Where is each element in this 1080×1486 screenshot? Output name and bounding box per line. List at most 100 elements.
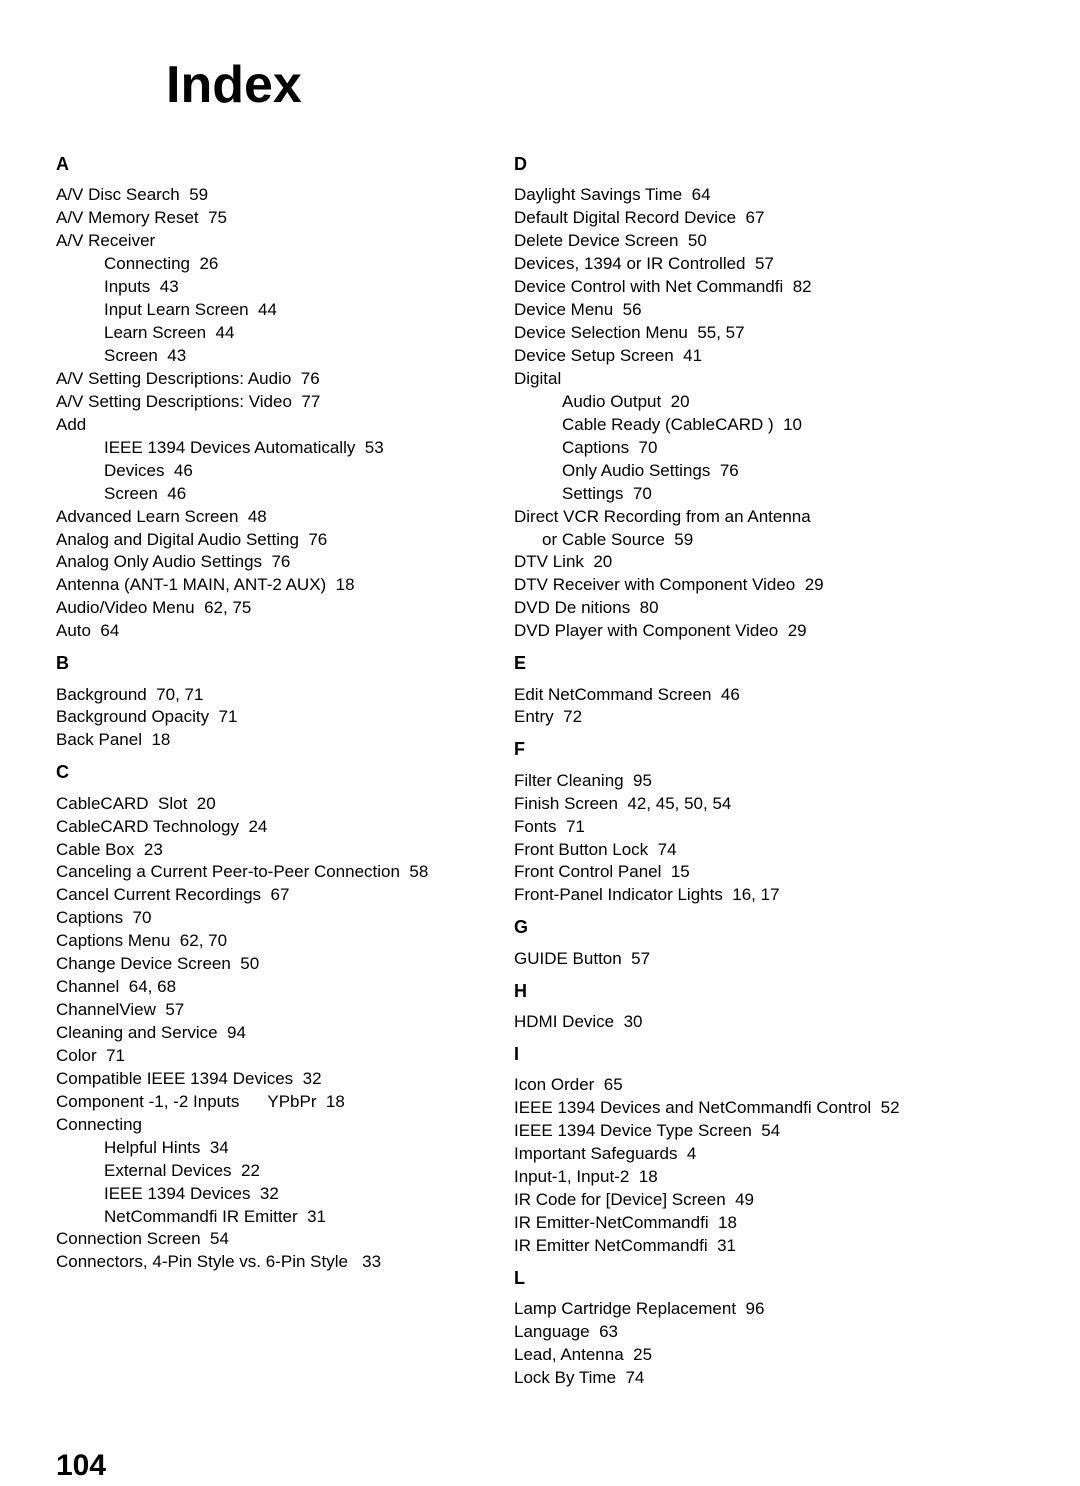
- index-entry: Devices 46: [104, 460, 486, 483]
- entries: Edit NetCommand Screen 46Entry 72: [514, 684, 944, 730]
- index-entry: Default Digital Record Device 67: [514, 207, 944, 230]
- page-number: 104: [56, 1446, 1024, 1486]
- index-entry: A/V Setting Descriptions: Video 77: [56, 391, 486, 414]
- index-entry: IR Code for [Device] Screen 49: [514, 1189, 944, 1212]
- index-entry: Entry 72: [514, 706, 944, 729]
- section-letter: B: [56, 651, 486, 675]
- entries: HDMI Device 30: [514, 1011, 944, 1034]
- index-entry: IEEE 1394 Device Type Screen 54: [514, 1120, 944, 1143]
- section-letter: I: [514, 1042, 944, 1066]
- index-entry: IR Emitter NetCommandﬁ 31: [514, 1235, 944, 1258]
- index-entry: Finish Screen 42, 45, 50, 54: [514, 793, 944, 816]
- index-entry: Input-1, Input-2 18: [514, 1166, 944, 1189]
- index-entry: Advanced Learn Screen 48: [56, 506, 486, 529]
- index-entry: Connection Screen 54: [56, 1228, 486, 1251]
- entries: Filter Cleaning 95Finish Screen 42, 45, …: [514, 770, 944, 908]
- index-entry: Connectors, 4-Pin Style vs. 6-Pin Style …: [56, 1251, 486, 1274]
- index-entry: Cleaning and Service 94: [56, 1022, 486, 1045]
- index-entry: Device Control with Net Commandﬁ 82: [514, 276, 944, 299]
- index-entry: Captions 70: [562, 437, 944, 460]
- right-column: DDaylight Savings Time 64Default Digital…: [514, 144, 944, 1395]
- index-entry: Antenna (ANT-1 MAIN, ANT-2 AUX) 18: [56, 574, 486, 597]
- index-entry: Front-Panel Indicator Lights 16, 17: [514, 884, 944, 907]
- entries: GUIDE Button 57: [514, 948, 944, 971]
- index-entry: External Devices 22: [104, 1160, 486, 1183]
- index-entry: Add: [56, 414, 486, 437]
- index-entry: Analog Only Audio Settings 76: [56, 551, 486, 574]
- index-entry: Channel 64, 68: [56, 976, 486, 999]
- index-entry: IR Emitter-NetCommandﬁ 18: [514, 1212, 944, 1235]
- index-entry: Input Learn Screen 44: [104, 299, 486, 322]
- index-entry: Connecting 26: [104, 253, 486, 276]
- section-letter: E: [514, 651, 944, 675]
- section-letter: C: [56, 760, 486, 784]
- index-entry: Only Audio Settings 76: [562, 460, 944, 483]
- index-entry: Analog and Digital Audio Setting 76: [56, 529, 486, 552]
- index-entry: Digital: [514, 368, 944, 391]
- columns: A A/V Disc Search 59A/V Memory Reset 75A/…: [56, 144, 1024, 1395]
- index-entry: Devices, 1394 or IR Controlled 57: [514, 253, 944, 276]
- index-entry: Device Menu 56: [514, 299, 944, 322]
- index-entry: Filter Cleaning 95: [514, 770, 944, 793]
- index-entry: IEEE 1394 Devices Automatically 53: [104, 437, 486, 460]
- index-entry: Back Panel 18: [56, 729, 486, 752]
- index-entry: A/V Receiver: [56, 230, 486, 253]
- left-column: A A/V Disc Search 59A/V Memory Reset 75A/…: [56, 144, 486, 1395]
- index-entry: Change Device Screen 50: [56, 953, 486, 976]
- index-entry: Background Opacity 71: [56, 706, 486, 729]
- index-entry: Helpful Hints 34: [104, 1137, 486, 1160]
- index-entry: Auto 64: [56, 620, 486, 643]
- index-entry: Captions Menu 62, 70: [56, 930, 486, 953]
- index-entry: Background 70, 71: [56, 684, 486, 707]
- index-entry: IEEE 1394 Devices and NetCommandﬁ Contro…: [514, 1097, 944, 1120]
- index-entry: Daylight Savings Time 64: [514, 184, 944, 207]
- entries: A/V Disc Search 59A/V Memory Reset 75A/V…: [56, 184, 486, 643]
- entries: Icon Order 65IEEE 1394 Devices and NetCo…: [514, 1074, 944, 1258]
- index-entry: Cancel Current Recordings 67: [56, 884, 486, 907]
- entries: Daylight Savings Time 64Default Digital …: [514, 184, 944, 643]
- index-entry: DVD De nitions 80: [514, 597, 944, 620]
- index-entry: Language 63: [514, 1321, 944, 1344]
- index-entry: Direct VCR Recording from an Antenna: [514, 506, 944, 529]
- index-entry: Front Control Panel 15: [514, 861, 944, 884]
- index-entry: Fonts 71: [514, 816, 944, 839]
- index-entry: Audio Output 20: [562, 391, 944, 414]
- index-entry: HDMI Device 30: [514, 1011, 944, 1034]
- index-entry: Inputs 43: [104, 276, 486, 299]
- index-entry: Device Selection Menu 55, 57: [514, 322, 944, 345]
- index-entry: Cable Ready (CableCARD ) 10: [562, 414, 944, 437]
- index-entry: Front Button Lock 74: [514, 839, 944, 862]
- index-entry: NetCommandﬁ IR Emitter 31: [104, 1206, 486, 1229]
- index-entry: IEEE 1394 Devices 32: [104, 1183, 486, 1206]
- index-entry: Canceling a Current Peer-to-Peer Connect…: [56, 861, 486, 884]
- index-entry: or Cable Source 59: [542, 529, 944, 552]
- index-entry: CableCARD Technology 24: [56, 816, 486, 839]
- index-entry: Device Setup Screen 41: [514, 345, 944, 368]
- entries: Background 70, 71Background Opacity 71Ba…: [56, 684, 486, 753]
- index-entry: Screen 46: [104, 483, 486, 506]
- index-entry: Lamp Cartridge Replacement 96: [514, 1298, 944, 1321]
- index-entry: Important Safeguards 4: [514, 1143, 944, 1166]
- index-entry: Component -1, -2 Inputs YPbPr 18: [56, 1091, 486, 1114]
- section-letter: H: [514, 979, 944, 1003]
- index-entry: Delete Device Screen 50: [514, 230, 944, 253]
- index-entry: Learn Screen 44: [104, 322, 486, 345]
- index-entry: GUIDE Button 57: [514, 948, 944, 971]
- index-entry: Edit NetCommand Screen 46: [514, 684, 944, 707]
- page-title: Index: [166, 50, 1024, 120]
- index-entry: Lead, Antenna 25: [514, 1344, 944, 1367]
- section-letter: A: [56, 152, 486, 176]
- index-entry: Lock By Time 74: [514, 1367, 944, 1390]
- index-entry: Screen 43: [104, 345, 486, 368]
- index-entry: Compatible IEEE 1394 Devices 32: [56, 1068, 486, 1091]
- section-letter: F: [514, 737, 944, 761]
- index-entry: A/V Setting Descriptions: Audio 76: [56, 368, 486, 391]
- section-letter: G: [514, 915, 944, 939]
- index-entry: DTV Receiver with Component Video 29: [514, 574, 944, 597]
- entries: CableCARD Slot 20CableCARD Technology 24…: [56, 793, 486, 1275]
- section-letter: L: [514, 1266, 944, 1290]
- index-entry: Captions 70: [56, 907, 486, 930]
- index-entry: A/V Memory Reset 75: [56, 207, 486, 230]
- index-entry: DVD Player with Component Video 29: [514, 620, 944, 643]
- index-entry: DTV Link 20: [514, 551, 944, 574]
